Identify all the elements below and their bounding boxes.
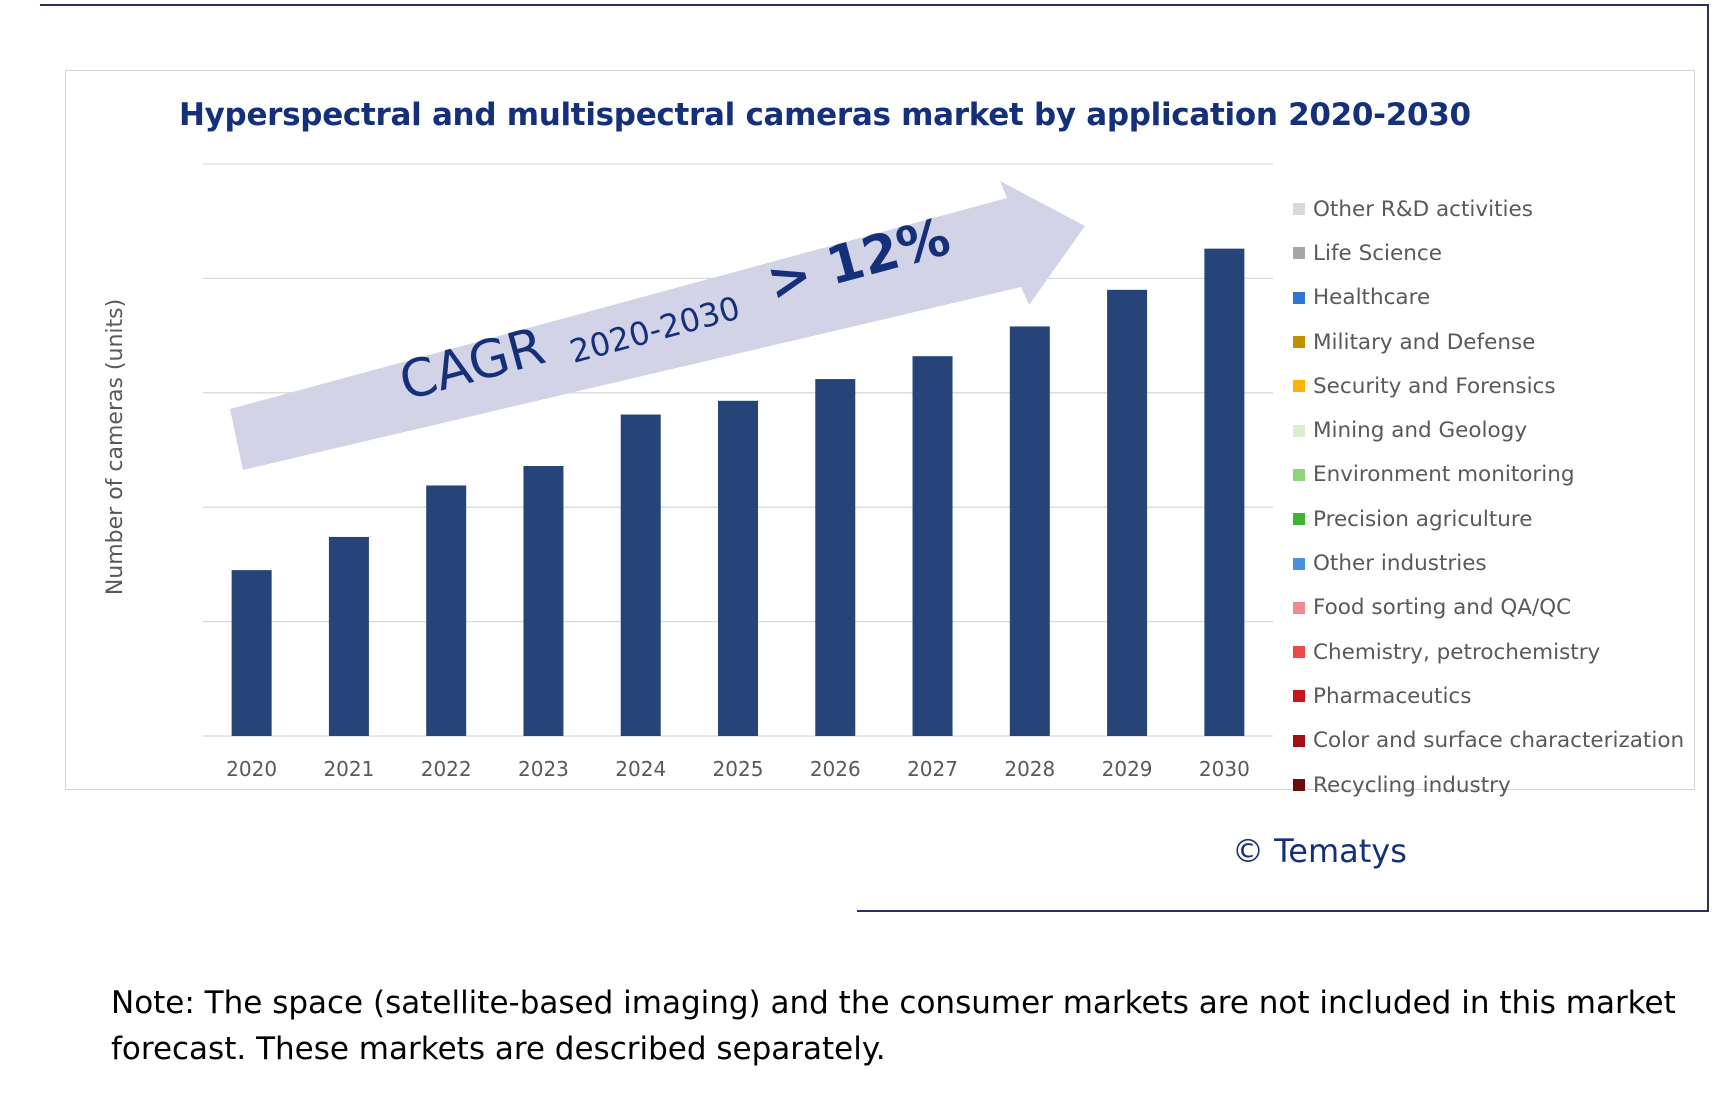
legend-swatch [1293, 646, 1305, 659]
legend-label: Healthcare [1313, 285, 1431, 311]
frame-right-line [1707, 4, 1709, 912]
legend-label: Life Science [1313, 240, 1442, 266]
bar-2024 [620, 414, 661, 736]
legend-label: Environment monitoring [1313, 462, 1575, 488]
legend-item: Military and Defense [1293, 320, 1684, 364]
legend: Other R&D activities Life Science Healthca… [1293, 187, 1684, 807]
legend-label: Other industries [1313, 551, 1487, 577]
legend-swatch [1293, 336, 1305, 349]
bar-2028 [1009, 326, 1050, 736]
legend-label: Security and Forensics [1313, 373, 1556, 399]
legend-label: Color and surface characterization [1313, 728, 1685, 754]
legend-swatch [1293, 734, 1305, 747]
frame-bottom-line [857, 910, 1709, 912]
legend-swatch [1293, 424, 1305, 437]
legend-swatch [1293, 247, 1305, 260]
legend-swatch [1293, 468, 1305, 481]
legend-item: Food sorting and QA/QC [1293, 586, 1684, 630]
legend-item: Other R&D activities [1293, 187, 1684, 231]
legend-label: Chemistry, petrochemistry [1313, 639, 1601, 665]
legend-item: Pharmaceutics [1293, 674, 1684, 718]
bar-2026 [815, 379, 856, 736]
legend-swatch [1293, 203, 1305, 216]
y-axis-label: Number of cameras (units) [103, 299, 128, 595]
bar-2020 [231, 570, 272, 736]
bar-2023 [523, 466, 564, 736]
legend-swatch [1293, 601, 1305, 614]
frame-top-line [40, 4, 1708, 6]
legend-swatch [1293, 690, 1305, 703]
legend-item: Security and Forensics [1293, 364, 1684, 408]
bar-2029 [1107, 289, 1148, 736]
cagr-arrow-shape [230, 181, 1085, 470]
legend-item: Life Science [1293, 231, 1684, 275]
legend-label: Recycling industry [1313, 772, 1511, 798]
legend-item: Chemistry, petrochemistry [1293, 630, 1684, 674]
legend-label: Precision agriculture [1313, 506, 1533, 532]
x-tick-label: 2021 [323, 757, 374, 781]
legend-swatch [1293, 557, 1305, 570]
x-tick-label: 2022 [421, 757, 472, 781]
x-tick-label: 2020 [226, 757, 277, 781]
legend-item: Color and surface characterization [1293, 719, 1684, 763]
legend-swatch [1293, 513, 1305, 526]
legend-swatch [1293, 380, 1305, 393]
bar-2021 [328, 536, 369, 736]
legend-item: Precision agriculture [1293, 497, 1684, 541]
copyright: © Tematys [1232, 832, 1407, 870]
bar-2030 [1204, 248, 1245, 736]
x-tick-label: 2023 [518, 757, 569, 781]
chart-title: Hyperspectral and multispectral cameras … [179, 97, 1471, 133]
legend-item: Mining and Geology [1293, 408, 1684, 452]
legend-label: Pharmaceutics [1313, 683, 1472, 709]
legend-item: Other industries [1293, 541, 1684, 585]
legend-label: Other R&D activities [1313, 196, 1533, 222]
x-tick-label: 2029 [1102, 757, 1153, 781]
x-tick-label: 2027 [907, 757, 958, 781]
legend-label: Military and Defense [1313, 329, 1536, 355]
legend-swatch [1293, 291, 1305, 304]
bars [231, 248, 1245, 736]
legend-label: Food sorting and QA/QC [1313, 595, 1572, 621]
legend-item: Healthcare [1293, 276, 1684, 320]
bar-2025 [718, 400, 758, 736]
x-tick-label: 2028 [1004, 757, 1055, 781]
x-axis-ticks: 2020 2021 2022 2023 2024 2025 2026 2027 2028 2029… [226, 757, 1250, 781]
legend-item: Recycling industry [1293, 763, 1684, 807]
note-text: Note: The space (satellite-based imaging… [111, 985, 1676, 1067]
legend-swatch [1293, 779, 1305, 791]
legend-item: Environment monitoring [1293, 453, 1684, 497]
x-tick-label: 2026 [810, 757, 861, 781]
x-tick-label: 2030 [1199, 757, 1250, 781]
bar-2022 [426, 485, 467, 736]
x-tick-label: 2024 [615, 757, 666, 781]
bar-2027 [912, 356, 953, 736]
legend-label: Mining and Geology [1313, 418, 1528, 444]
x-tick-label: 2025 [713, 757, 764, 781]
